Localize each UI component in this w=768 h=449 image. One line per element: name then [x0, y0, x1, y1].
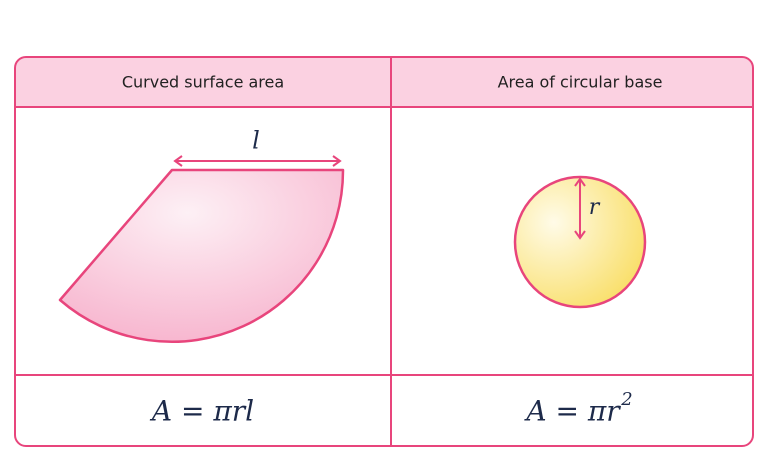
table: [15, 57, 753, 107]
radius-label: r: [589, 195, 601, 220]
sector: [58, 168, 345, 344]
formula: A = πr: [523, 395, 621, 428]
slant-label: l: [252, 127, 260, 155]
table-border: [14, 56, 754, 447]
header-row: [15, 57, 753, 107]
formula: A = πrl: [149, 395, 254, 428]
radius-arrow: [574, 177, 586, 240]
header-cell: Curved surface area: [122, 73, 284, 92]
slant-arrow: [173, 155, 342, 167]
formula-exponent: 2: [620, 389, 632, 410]
header-cell: Area of circular base: [498, 73, 663, 92]
base-circle: [513, 175, 647, 309]
